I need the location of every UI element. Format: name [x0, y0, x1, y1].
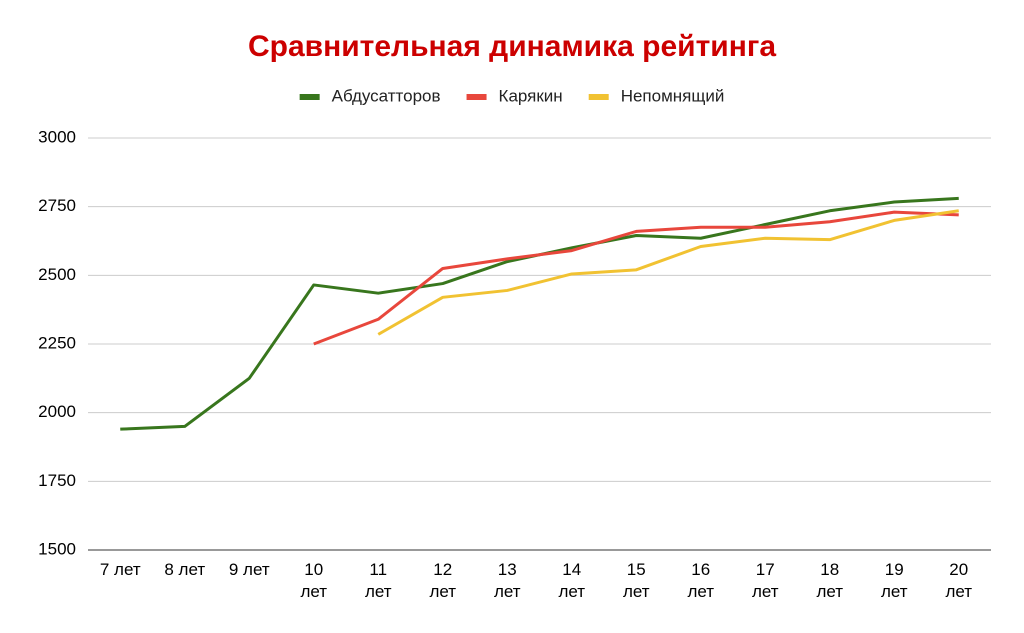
x-tick-label: 19 лет	[880, 560, 908, 601]
legend: Абдусатторов Карякин Непомнящий	[299, 86, 725, 105]
x-tick-label: 15 лет	[622, 560, 650, 601]
x-tick-label: 17 лет	[751, 560, 779, 601]
x-tick-label: 20 лет	[945, 560, 973, 601]
x-tick-label: 12 лет	[429, 560, 457, 601]
legend-swatch	[588, 94, 609, 100]
legend-swatch	[299, 94, 320, 100]
y-tick-label: 3000	[38, 127, 76, 146]
x-tick-label: 16 лет	[687, 560, 715, 601]
y-tick-label: 1750	[38, 471, 76, 490]
x-tick-label: 8 лет	[164, 560, 206, 579]
y-tick-label: 2000	[38, 402, 76, 421]
legend-label: Карякин	[499, 86, 563, 105]
series-line	[120, 196, 959, 431]
legend-label: Непомнящий	[621, 86, 725, 105]
series-line	[377, 209, 959, 336]
x-tick-label: 18 лет	[816, 560, 844, 601]
legend-swatch	[466, 94, 487, 100]
chart-title: Сравнительная динамика рейтинга	[248, 30, 776, 63]
x-tick-label: 10 лет	[300, 560, 328, 601]
y-tick-label: 2250	[38, 333, 76, 352]
legend-label: Абдусатторов	[332, 86, 441, 105]
series-line	[313, 210, 959, 346]
x-tick-label: 13 лет	[493, 560, 521, 601]
x-tick-label: 14 лет	[558, 560, 586, 601]
y-tick-label: 2500	[38, 265, 76, 284]
x-tick-label: 11 лет	[364, 560, 392, 601]
x-tick-label: 9 лет	[228, 560, 270, 579]
x-tick-label: 7 лет	[99, 560, 141, 579]
y-tick-label: 1500	[38, 539, 76, 558]
y-tick-label: 2750	[38, 196, 76, 215]
